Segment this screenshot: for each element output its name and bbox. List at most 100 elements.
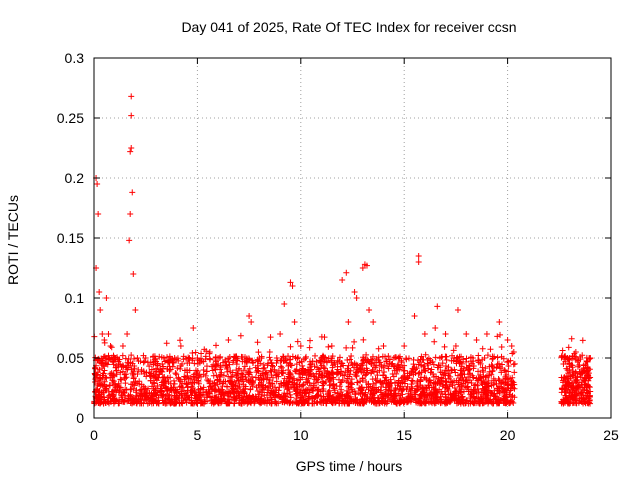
data-point (410, 361, 417, 368)
data-point (109, 391, 116, 398)
data-point (346, 371, 353, 378)
data-point-peak (508, 343, 515, 349)
data-point (176, 392, 183, 399)
data-point (458, 388, 465, 395)
data-point (306, 387, 313, 394)
data-point (443, 357, 450, 364)
data-point (162, 383, 169, 390)
data-point (487, 346, 494, 353)
data-point (408, 381, 415, 388)
data-point (423, 396, 430, 403)
data-point (284, 385, 291, 392)
data-point (306, 395, 313, 402)
data-point (267, 334, 274, 341)
data-point (436, 355, 443, 362)
data-point (275, 387, 282, 394)
data-point-peak (328, 343, 335, 349)
data-point (366, 397, 373, 404)
data-point (263, 392, 270, 399)
data-point (240, 386, 247, 393)
data-point (333, 371, 340, 378)
data-point (498, 361, 505, 368)
data-point (445, 398, 452, 405)
data-point (198, 350, 205, 357)
data-point (423, 387, 430, 394)
data-point (376, 400, 383, 407)
data-point (130, 368, 137, 375)
data-point (285, 353, 292, 360)
data-point (426, 384, 433, 391)
data-point-peak (434, 303, 441, 310)
data-point (289, 379, 296, 386)
data-point (174, 365, 181, 372)
data-point-peak (494, 333, 501, 340)
data-point (242, 373, 249, 380)
data-point (430, 396, 437, 403)
data-point (234, 355, 241, 362)
data-point (328, 355, 335, 362)
data-point-peak (119, 343, 126, 349)
data-point (382, 384, 389, 391)
data-point (177, 366, 184, 373)
data-point-peak (415, 259, 422, 265)
data-point (337, 363, 344, 370)
data-point (472, 381, 479, 388)
data-point (211, 388, 218, 395)
data-point (252, 374, 259, 381)
data-point-peak (339, 277, 346, 283)
data-point (243, 355, 250, 362)
data-point (298, 383, 305, 390)
data-point (413, 365, 420, 372)
data-point (162, 378, 169, 385)
data-point (466, 377, 473, 384)
data-point (195, 380, 202, 387)
data-point (125, 360, 132, 367)
data-point-peak (496, 319, 503, 325)
data-point (511, 360, 518, 367)
data-point (488, 390, 495, 397)
data-point (445, 372, 452, 379)
data-point (484, 372, 491, 379)
data-point (166, 353, 173, 360)
data-point (196, 359, 203, 366)
data-point (379, 392, 386, 399)
data-point (101, 381, 108, 388)
data-point (562, 396, 569, 403)
data-point (156, 353, 163, 360)
data-point (119, 362, 126, 369)
data-point (388, 392, 395, 399)
data-point (97, 375, 104, 382)
data-point (279, 398, 286, 405)
data-point (132, 389, 139, 396)
data-point (255, 391, 262, 398)
data-point (238, 370, 245, 377)
data-point (475, 395, 482, 402)
data-point (278, 369, 285, 376)
data-point (314, 364, 321, 371)
data-point (108, 344, 115, 351)
data-point (189, 349, 196, 356)
data-point (385, 365, 392, 372)
data-point (391, 379, 398, 386)
data-point (405, 374, 412, 381)
data-point (447, 395, 454, 402)
data-point (334, 357, 341, 364)
data-point (308, 366, 315, 373)
data-point (496, 399, 503, 406)
data-point (127, 391, 134, 398)
data-point (336, 400, 343, 407)
data-point (488, 371, 495, 378)
data-point-peak (411, 313, 418, 319)
data-point (576, 382, 583, 389)
data-point (164, 365, 171, 372)
data-point (94, 397, 101, 404)
data-point (301, 398, 308, 405)
data-point (134, 371, 141, 378)
data-point (576, 395, 583, 402)
data-point (182, 374, 189, 381)
data-point (150, 379, 157, 386)
data-point (369, 376, 376, 383)
data-point (388, 387, 395, 394)
data-point (223, 365, 230, 372)
data-point (401, 396, 408, 403)
